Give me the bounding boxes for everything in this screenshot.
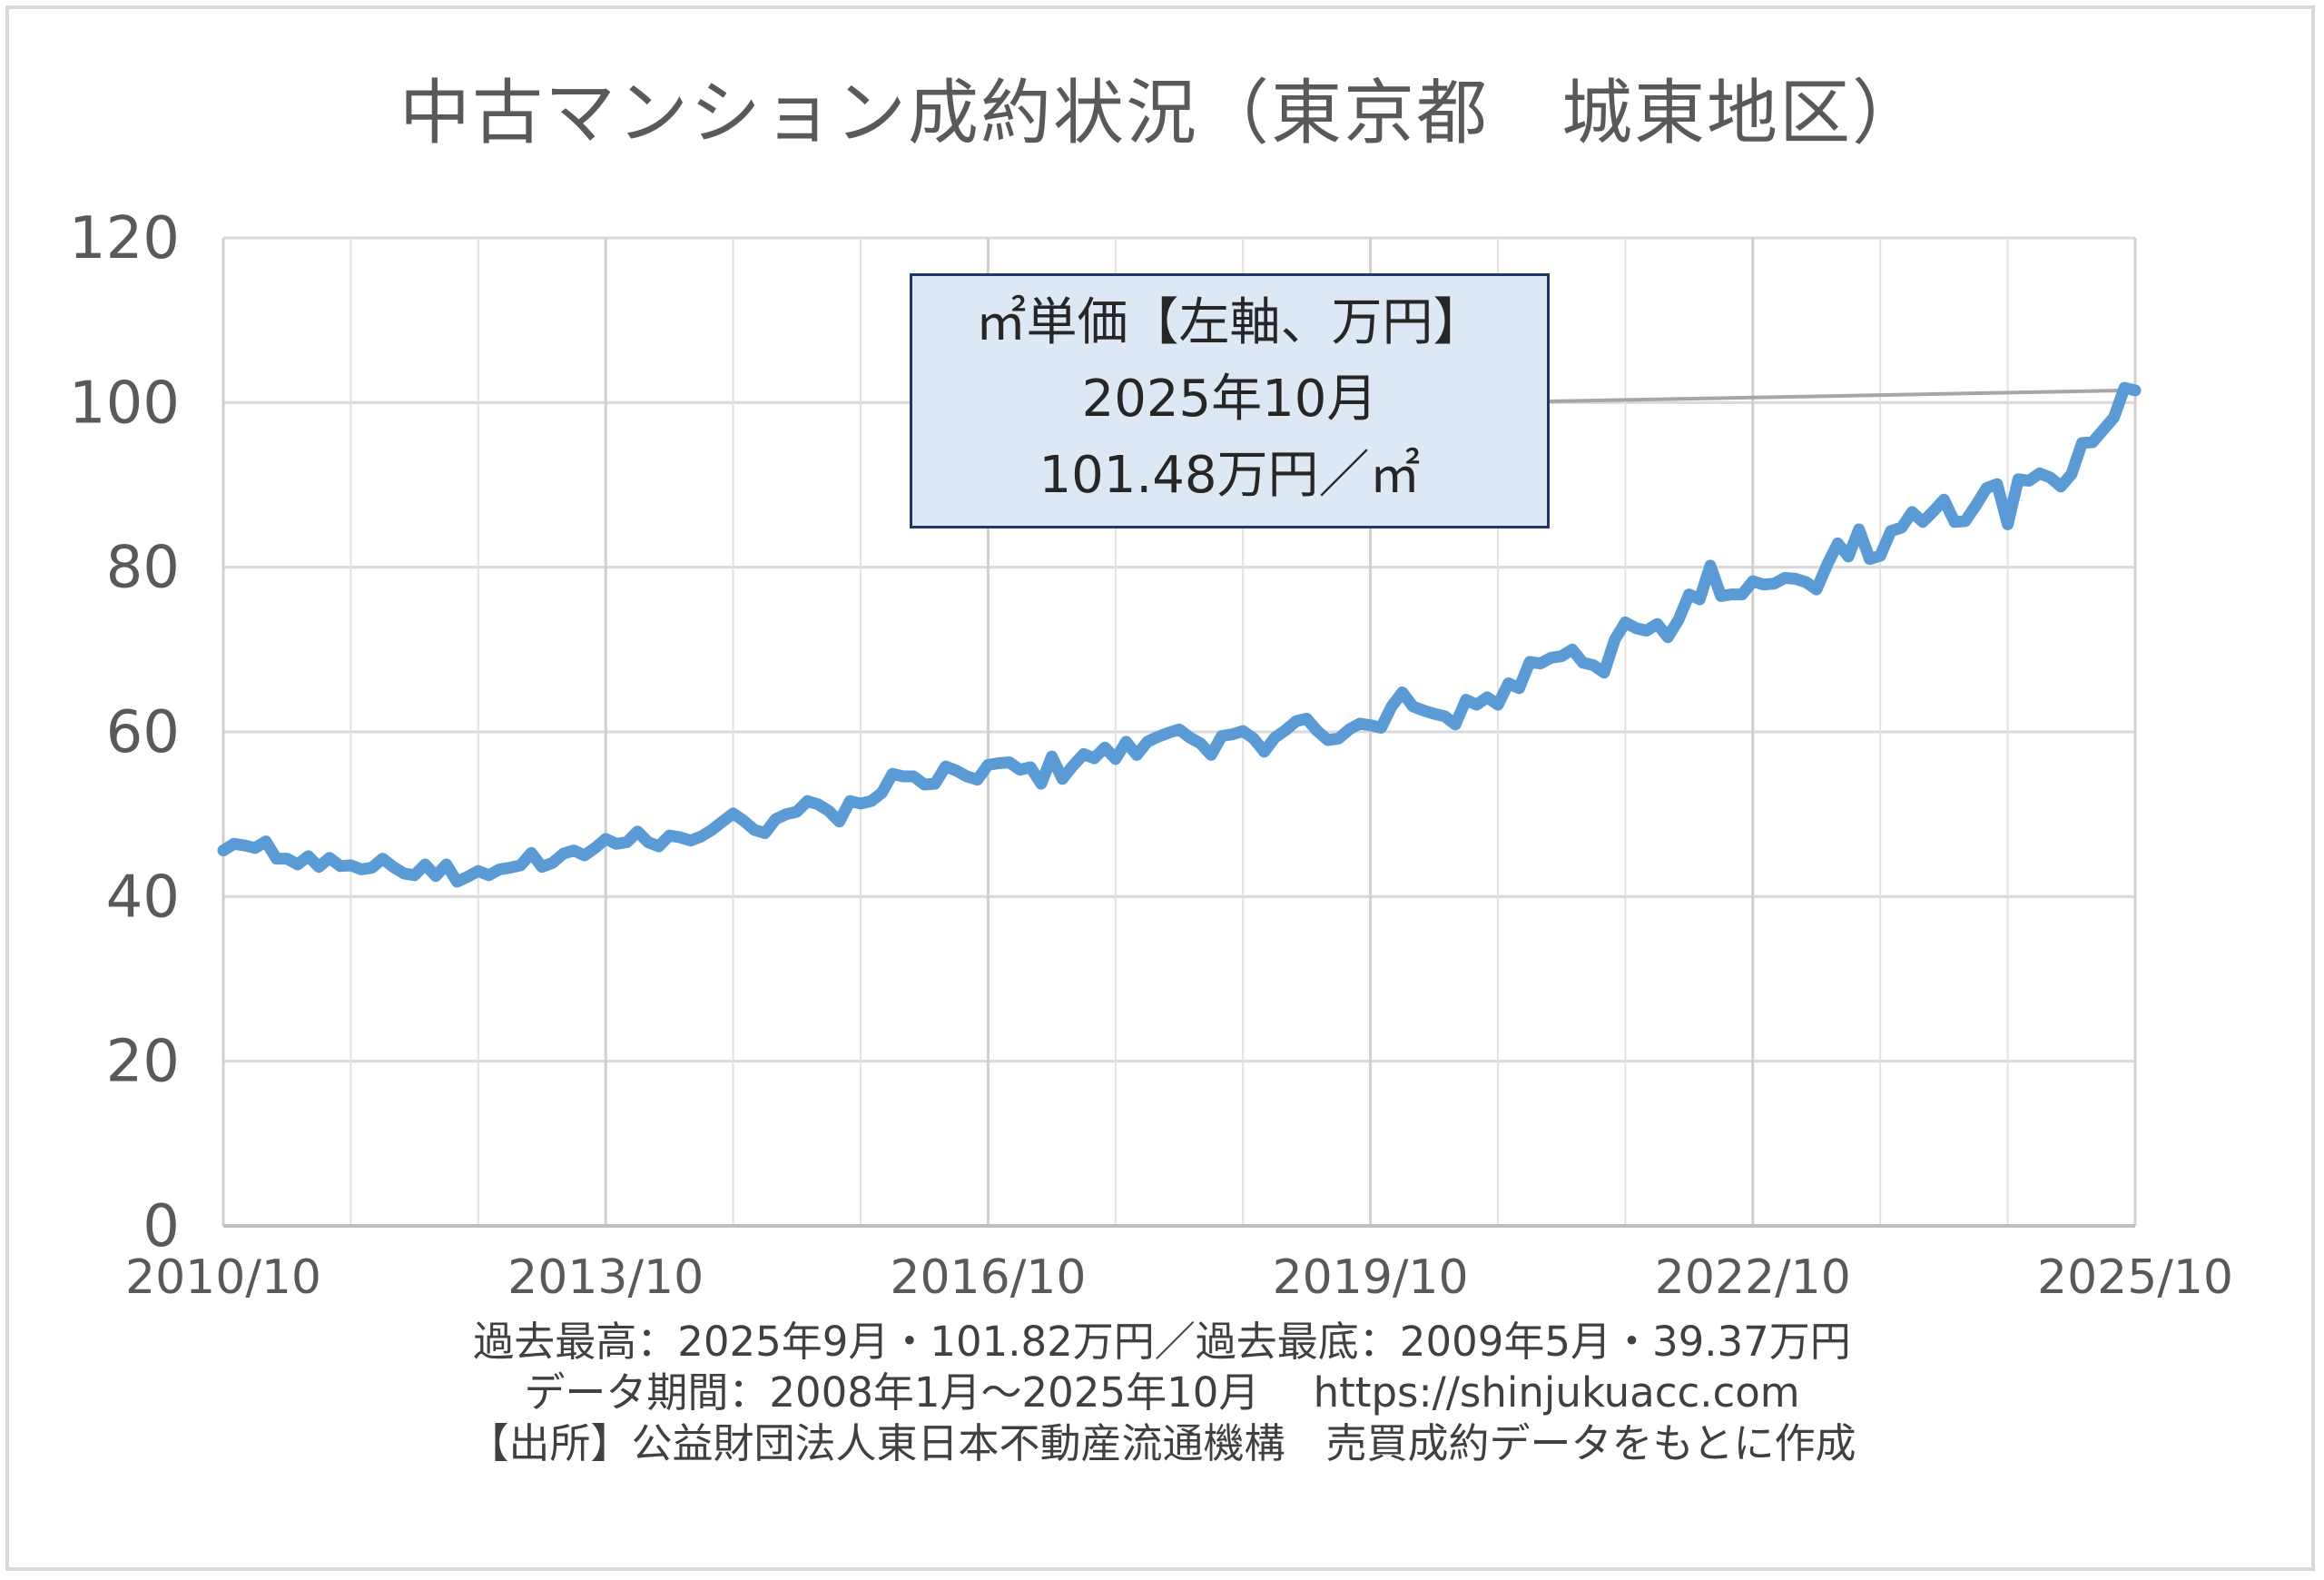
- footer-record-line: 過去最高：2025年9月・101.82万円／過去最底：2009年5月・39.37…: [473, 1318, 1851, 1366]
- x-tick-label: 2019/10: [1273, 1250, 1469, 1305]
- x-tick-label: 2016/10: [890, 1250, 1086, 1305]
- x-tick-label: 2013/10: [507, 1250, 704, 1305]
- x-tick-label: 2010/10: [125, 1250, 321, 1305]
- callout-value: 101.48万円／㎡: [1039, 446, 1421, 505]
- y-tick-label: 20: [106, 1029, 180, 1096]
- latest-value-callout: ㎡単価【左軸、万円】 2025年10月 101.48万円／㎡: [910, 273, 1550, 528]
- footer-source-line: 【出所】公益財団法人東日本不動産流通機構 売買成約データをもとに作成: [468, 1419, 1856, 1467]
- footer-period-line: データ期間：2008年1月～2025年10月 https://shinjukua…: [524, 1368, 1800, 1417]
- y-tick-label: 100: [69, 370, 180, 437]
- series-line-sqm-price: [217, 381, 2142, 888]
- y-tick-label: 0: [143, 1193, 180, 1260]
- callout-series-label: ㎡単価【左軸、万円】: [975, 293, 1484, 352]
- x-axis-ticks: 2010/10 2013/10 2016/10 2019/10 2022/10 2025/…: [125, 1250, 2233, 1305]
- chart-title: 中古マンション成約状況（東京都 城東地区）: [399, 73, 1925, 154]
- x-tick-label: 2025/10: [2037, 1250, 2233, 1305]
- y-tick-label: 60: [106, 699, 180, 766]
- callout-leader-line: [1549, 388, 2129, 403]
- y-axis-ticks: 0 20 40 60 80 100 120: [69, 205, 180, 1260]
- callout-date: 2025年10月: [1081, 370, 1378, 429]
- y-tick-label: 40: [106, 864, 180, 931]
- y-tick-label: 120: [69, 205, 180, 272]
- chart-frame: [5, 5, 2315, 1571]
- footer-notes: 過去最高：2025年9月・101.82万円／過去最底：2009年5月・39.37…: [0, 1317, 2324, 1469]
- y-tick-label: 80: [106, 535, 180, 602]
- x-tick-label: 2022/10: [1655, 1250, 1851, 1305]
